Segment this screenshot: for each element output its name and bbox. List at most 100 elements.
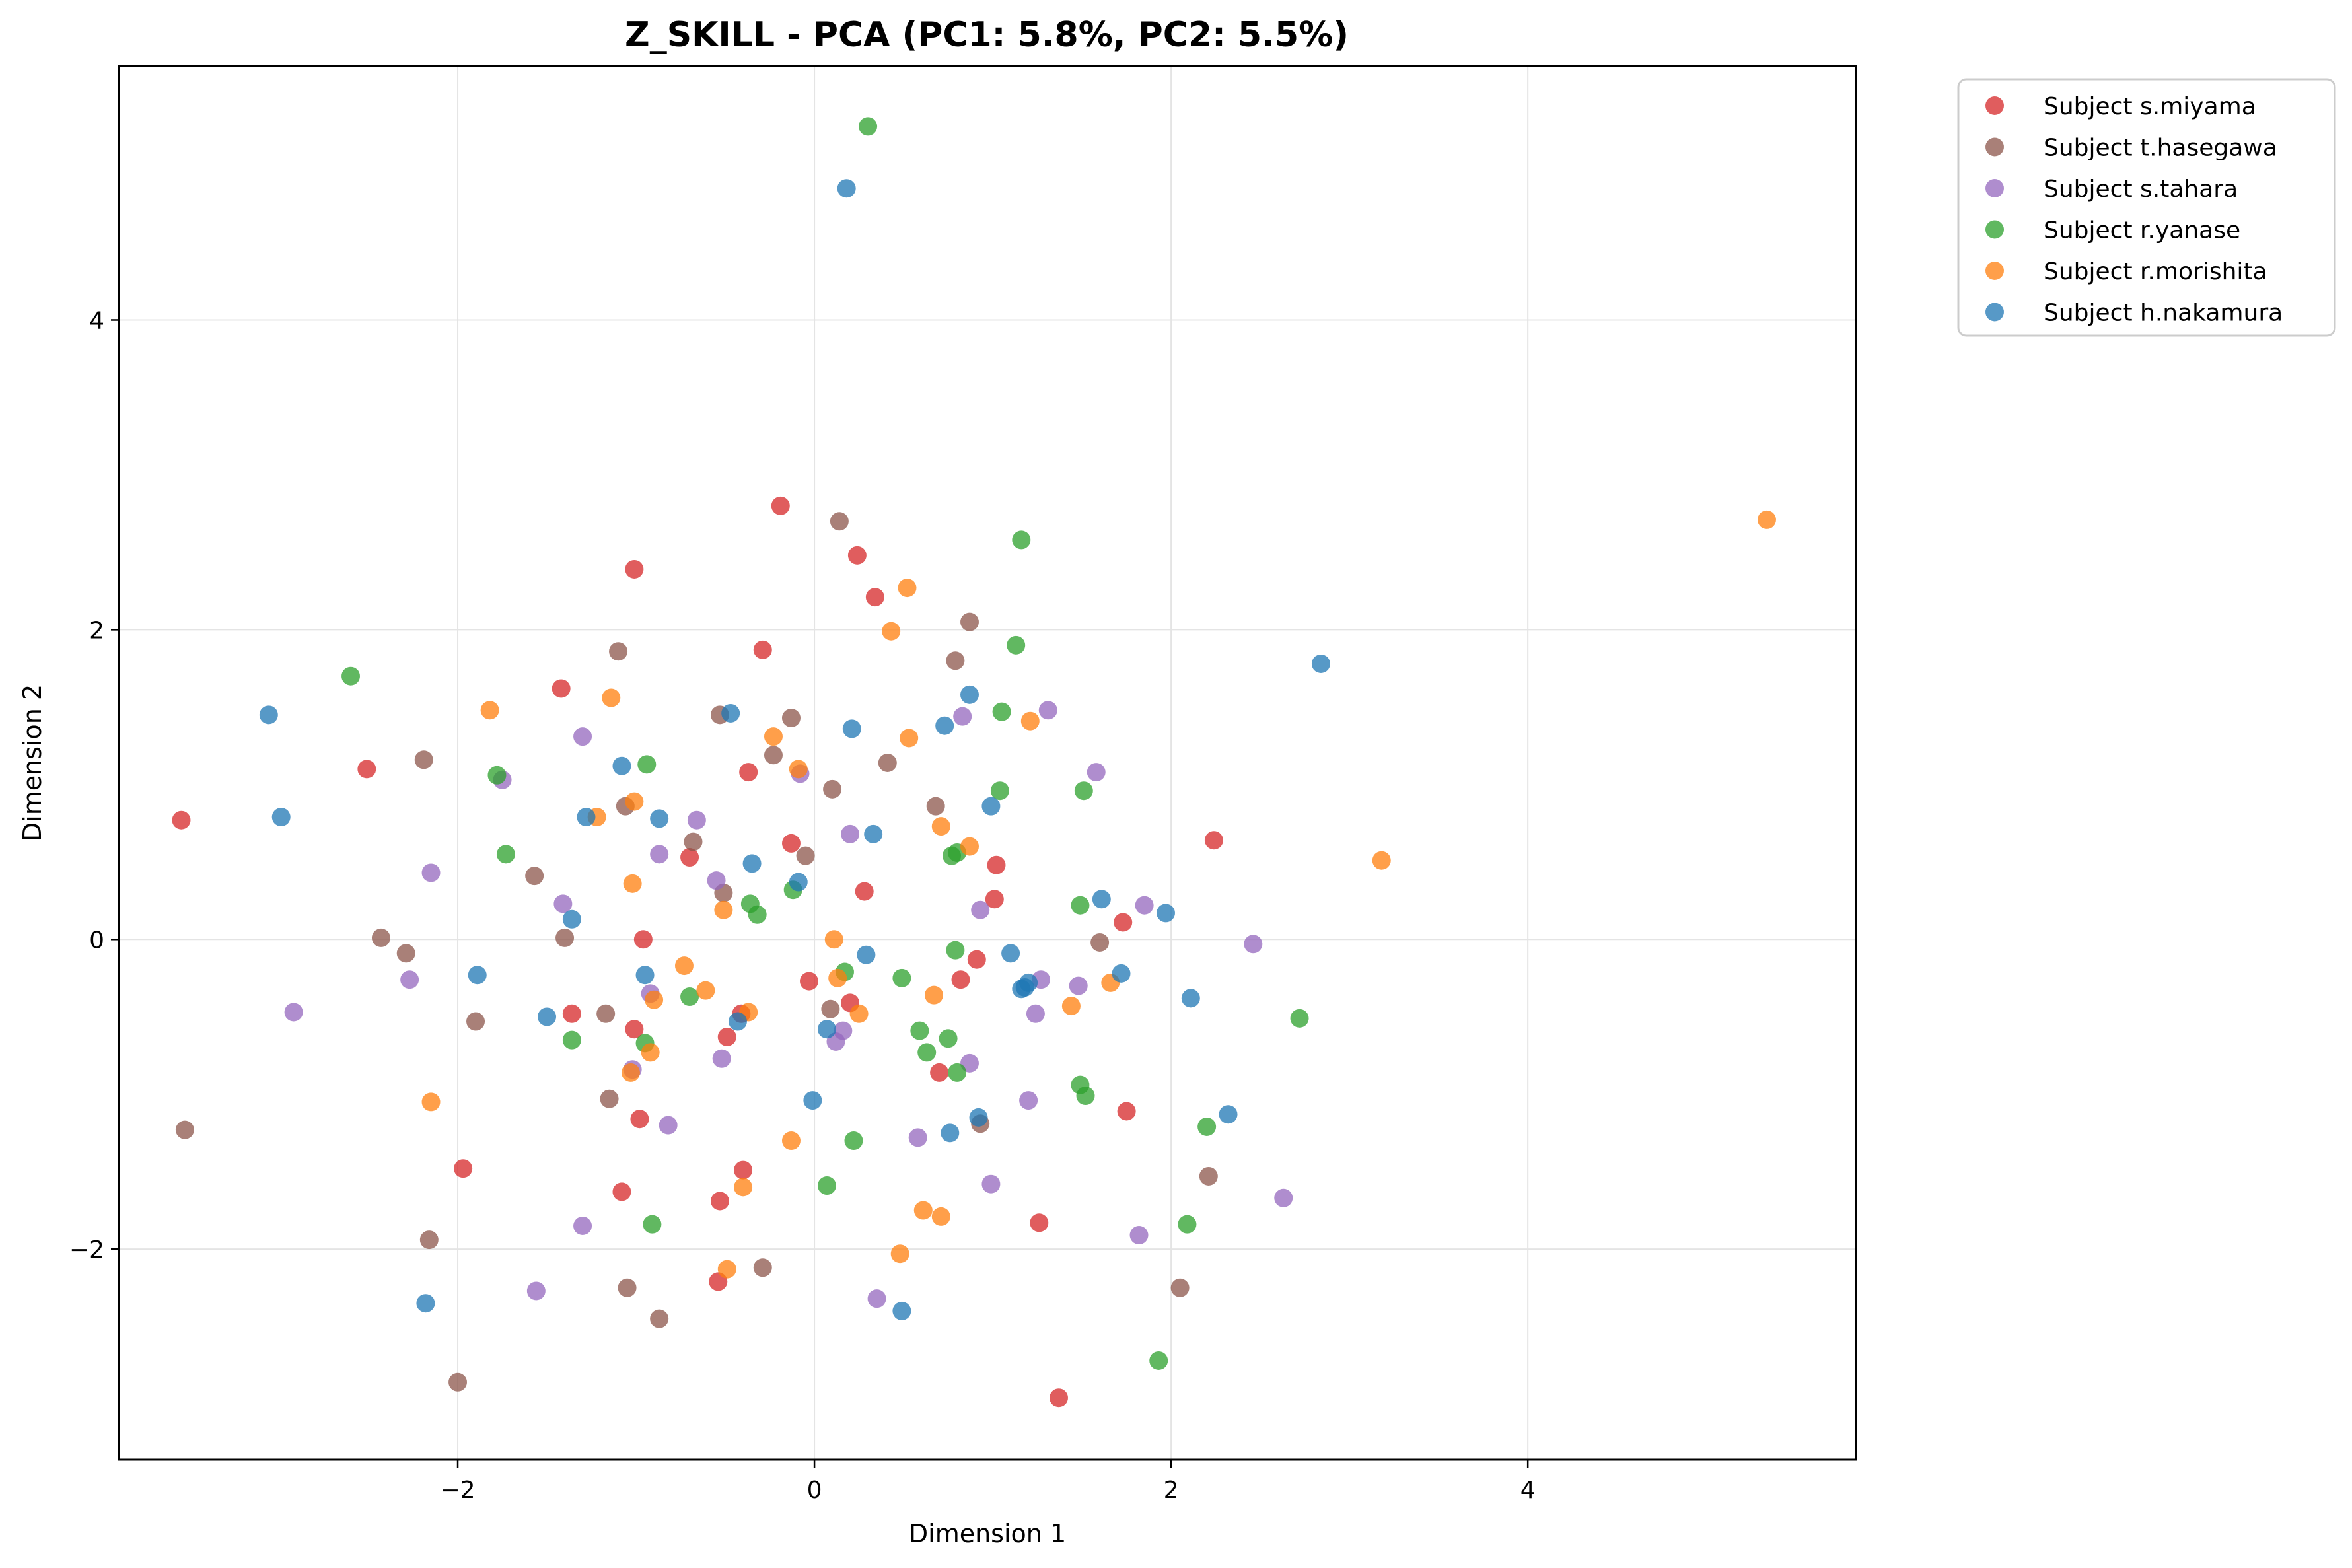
scatter-point bbox=[855, 882, 874, 901]
scatter-point bbox=[371, 928, 390, 947]
scatter-point bbox=[625, 1020, 644, 1039]
scatter-point bbox=[618, 1278, 637, 1297]
scatter-point bbox=[764, 727, 783, 746]
scatter-point bbox=[717, 1027, 736, 1046]
scatter-point bbox=[525, 867, 544, 886]
scatter-point bbox=[1170, 1278, 1190, 1297]
scatter-point bbox=[842, 719, 861, 738]
scatter-point bbox=[953, 707, 972, 726]
chart-title: Z_SKILL - PCA (PC1: 5.8%, PC2: 5.5%) bbox=[625, 15, 1349, 55]
scatter-point bbox=[635, 966, 655, 985]
scatter-point bbox=[454, 1159, 473, 1178]
scatter-point bbox=[987, 855, 1006, 874]
scatter-point bbox=[734, 1160, 753, 1180]
scatter-point bbox=[865, 588, 884, 607]
scatter-point bbox=[710, 1192, 729, 1211]
scatter-point bbox=[981, 1174, 1001, 1194]
scatter-point bbox=[1197, 1117, 1217, 1136]
scatter-point bbox=[1090, 933, 1110, 952]
scatter-point bbox=[1149, 1351, 1168, 1370]
scatter-point bbox=[960, 837, 979, 856]
scatter-point bbox=[734, 1178, 753, 1197]
scatter-point bbox=[625, 559, 644, 579]
scatter-point bbox=[900, 729, 919, 748]
scatter-point bbox=[946, 941, 965, 960]
scatter-point bbox=[824, 930, 843, 949]
scatter-point bbox=[821, 999, 840, 1018]
scatter-point bbox=[400, 970, 419, 989]
scatter-point bbox=[917, 1043, 937, 1062]
scatter-point bbox=[837, 179, 856, 198]
legend-label: Subject s.tahara bbox=[2044, 176, 2238, 203]
scatter-point bbox=[609, 642, 628, 661]
scatter-point bbox=[284, 1003, 303, 1022]
scatter-point bbox=[1074, 781, 1093, 801]
scatter-point bbox=[1129, 1226, 1149, 1245]
scatter-point bbox=[1199, 1166, 1218, 1186]
x-tick-label: −2 bbox=[440, 1477, 475, 1504]
legend: Subject s.miyama Subject t.hasegawa Subjec… bbox=[1957, 78, 2336, 337]
scatter-point bbox=[707, 871, 726, 890]
scatter-point bbox=[753, 640, 772, 659]
scatter-point bbox=[1244, 935, 1263, 954]
scatter-point bbox=[419, 1230, 439, 1250]
scatter-point bbox=[890, 1244, 909, 1264]
scatter-point bbox=[908, 1128, 927, 1147]
scatter-point bbox=[946, 651, 965, 670]
scatter-point bbox=[781, 1131, 801, 1151]
legend-label: Subject t.hasegawa bbox=[2044, 135, 2277, 162]
series-group bbox=[172, 496, 1223, 1408]
scatter-point bbox=[416, 1294, 435, 1313]
scatter-point bbox=[924, 985, 943, 1005]
scatter-point bbox=[650, 809, 669, 828]
legend-label: Subject h.nakamura bbox=[2044, 300, 2283, 327]
scatter-point bbox=[1020, 711, 1040, 731]
scatter-point bbox=[1012, 980, 1031, 999]
scatter-point bbox=[960, 612, 979, 631]
scatter-point bbox=[898, 579, 917, 598]
scatter-point bbox=[967, 950, 986, 969]
legend-marker bbox=[1985, 220, 2004, 239]
scatter-point bbox=[448, 1372, 468, 1392]
scatter-point bbox=[602, 688, 621, 707]
scatter-point bbox=[1092, 890, 1111, 909]
scatter-point bbox=[910, 1021, 929, 1040]
scatter-point bbox=[926, 797, 945, 816]
scatter-point bbox=[680, 848, 699, 867]
scatter-point bbox=[1038, 701, 1057, 720]
scatter-point bbox=[1071, 896, 1090, 915]
scatter-point bbox=[1757, 510, 1776, 529]
scatter-point bbox=[1135, 896, 1154, 915]
scatter-point bbox=[487, 766, 507, 785]
scatter-point bbox=[674, 956, 694, 976]
scatter-point bbox=[864, 824, 883, 843]
scatter-point bbox=[396, 944, 415, 963]
scatter-point bbox=[1181, 989, 1200, 1008]
scatter-point bbox=[468, 966, 487, 985]
legend-marker bbox=[1985, 179, 2004, 197]
scatter-point bbox=[526, 1281, 546, 1301]
scatter-point bbox=[930, 1063, 949, 1082]
scatter-point bbox=[867, 1289, 886, 1308]
scatter-point bbox=[781, 709, 801, 728]
scatter-point bbox=[990, 781, 1009, 801]
scatter-point bbox=[951, 970, 970, 989]
scatter-point bbox=[175, 1120, 194, 1139]
scatter-point bbox=[823, 779, 842, 799]
scatter-point bbox=[941, 1123, 960, 1143]
scatter-point bbox=[596, 1004, 616, 1023]
x-axis-label: Dimension 1 bbox=[909, 1519, 1066, 1548]
scatter-point bbox=[573, 727, 592, 746]
scatter-point bbox=[939, 1029, 958, 1048]
series-group bbox=[421, 510, 1776, 1279]
scatter-point bbox=[421, 863, 441, 882]
legend-label: Subject r.yanase bbox=[2044, 217, 2240, 244]
scatter-point bbox=[1290, 1009, 1309, 1028]
scatter-point bbox=[712, 1049, 731, 1068]
scatter-point bbox=[847, 546, 867, 565]
scatter-point bbox=[841, 824, 860, 843]
scatter-point bbox=[414, 750, 433, 769]
scatter-point bbox=[625, 792, 644, 811]
scatter-point bbox=[259, 705, 278, 725]
